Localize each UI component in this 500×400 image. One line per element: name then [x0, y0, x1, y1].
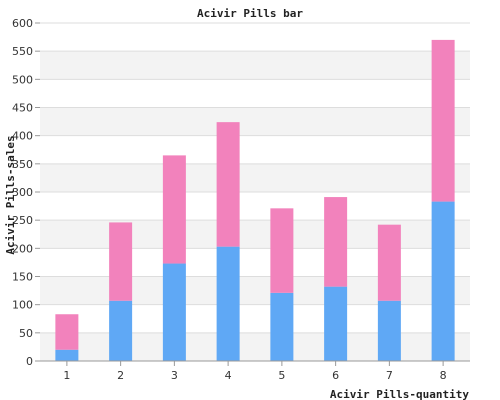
grid-band: [40, 332, 470, 361]
bar-segment-2: [431, 39, 455, 202]
grid-band: [40, 107, 470, 136]
y-axis-ticks: 0 50 100 150 200 250 300 350 400 450 500 550 600: [12, 17, 40, 368]
x-tick-label: 5: [278, 369, 285, 382]
bar-segment-1: [377, 300, 401, 361]
grid-band: [40, 220, 470, 249]
bar-segment-2: [324, 197, 348, 287]
y-tick-label: 350: [12, 158, 33, 171]
bar-segment-2: [162, 155, 186, 264]
x-tick-label: 3: [171, 369, 178, 382]
y-tick-label: 100: [12, 299, 33, 312]
y-tick-label: 300: [12, 186, 33, 199]
grid-band: [40, 135, 470, 164]
bar-segment-1: [55, 349, 79, 361]
bar-segment-1: [431, 201, 455, 361]
x-tick-label: 7: [386, 369, 393, 382]
x-axis-label: Acivir Pills-quantity: [330, 388, 469, 400]
x-tick-label: 4: [225, 369, 232, 382]
bar-segment-2: [377, 224, 401, 301]
bar-segment-1: [109, 300, 133, 361]
y-axis-label: Acivir Pills-sales: [4, 135, 17, 254]
x-tick-label: 1: [63, 369, 70, 382]
bar-segment-1: [216, 246, 240, 361]
y-tick-label: 0: [26, 355, 33, 368]
bar-segment-2: [55, 314, 79, 350]
y-tick-label: 600: [12, 17, 33, 30]
y-tick-label: 450: [12, 102, 33, 115]
x-tick-label: 6: [332, 369, 339, 382]
bar-segment-1: [324, 286, 348, 361]
bar-segment-2: [109, 222, 133, 301]
y-tick-label: 200: [12, 242, 33, 255]
bars-layer: [55, 39, 455, 361]
chart-title: Acivir Pills bar: [197, 7, 303, 20]
y-tick-label: 150: [12, 271, 33, 284]
y-tick-label: 550: [12, 45, 33, 58]
bar-segment-1: [162, 263, 186, 361]
grid-band: [40, 163, 470, 192]
y-tick-label: 400: [12, 130, 33, 143]
y-tick-label: 250: [12, 214, 33, 227]
grid-band: [40, 79, 470, 108]
grid-layer: [40, 22, 470, 361]
grid-band: [40, 51, 470, 80]
x-axis-ticks: 1 2 3 4 5 6 7 8: [63, 361, 447, 382]
grid-band: [40, 248, 470, 277]
y-tick-label: 500: [12, 73, 33, 86]
grid-band: [40, 192, 470, 221]
bar-segment-2: [216, 122, 240, 247]
bar-segment-2: [270, 208, 294, 293]
x-tick-label: 8: [440, 369, 447, 382]
grid-band: [40, 23, 470, 52]
y-tick-label: 50: [19, 327, 33, 340]
bar-segment-1: [270, 292, 294, 361]
grid-band: [40, 276, 470, 305]
x-tick-label: 2: [117, 369, 124, 382]
grid-band: [40, 304, 470, 333]
